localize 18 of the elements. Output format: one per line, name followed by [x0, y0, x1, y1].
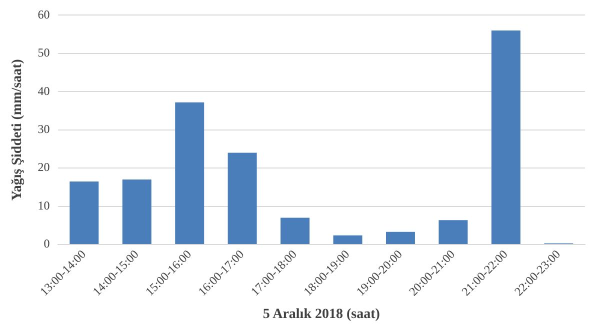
x-axis-title: 5 Aralık 2018 (saat): [262, 307, 380, 322]
bar: [228, 152, 257, 244]
bar: [175, 102, 204, 244]
y-tick-label: 20: [38, 160, 50, 174]
bar: [491, 30, 520, 244]
bar: [333, 235, 362, 244]
bar: [122, 180, 152, 244]
y-tick-label: 30: [38, 122, 50, 136]
y-axis-title: Yağış Şiddeti (mm/saat): [10, 58, 26, 201]
y-tick-label: 0: [44, 236, 50, 251]
y-tick-label: 40: [38, 84, 50, 98]
y-tick-label: 60: [38, 7, 50, 22]
bar: [386, 232, 415, 244]
bar: [438, 220, 468, 244]
y-tick-label: 10: [38, 198, 50, 212]
bar: [70, 181, 99, 244]
bar: [280, 218, 310, 244]
y-tick-label: 50: [38, 46, 50, 60]
